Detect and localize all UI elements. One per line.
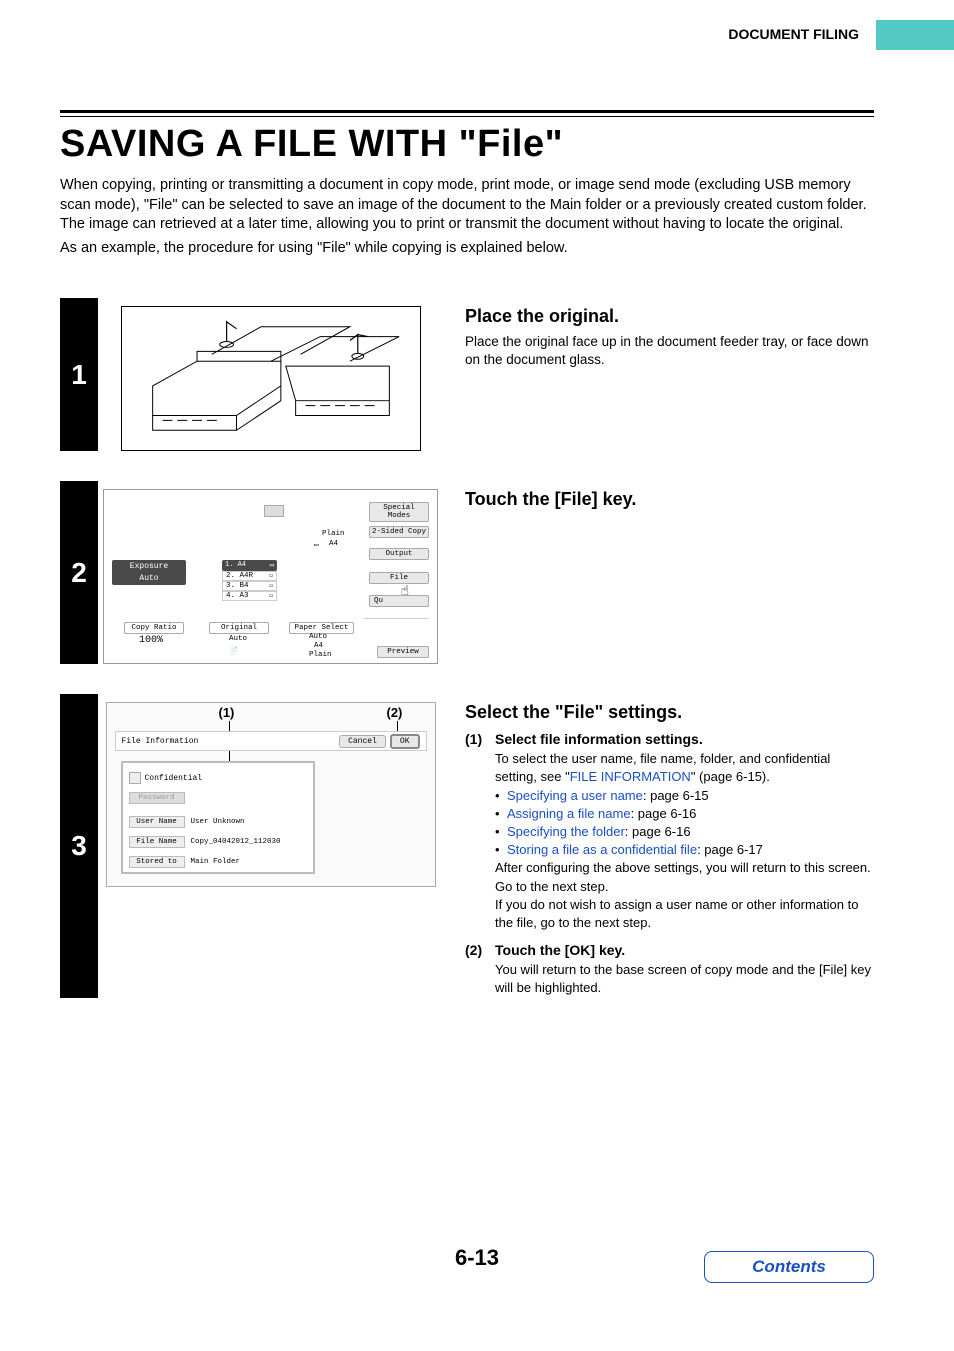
btn-preview[interactable]: Preview	[377, 646, 429, 658]
btn-2sided[interactable]: 2-Sided Copy	[369, 526, 429, 538]
fileinfo-username-lbl[interactable]: User Name	[129, 816, 185, 828]
contents-button[interactable]: Contents	[704, 1251, 874, 1283]
step-number-1: 1	[60, 298, 98, 451]
header-section: DOCUMENT FILING	[728, 26, 859, 42]
sub1-after2: If you do not wish to assign a user name…	[495, 896, 874, 932]
panel-auto: Auto	[112, 574, 186, 583]
link-folder[interactable]: Specifying the folder	[507, 824, 625, 839]
panel-exposure: Exposure	[112, 562, 186, 571]
b4-rest: : page 6-17	[697, 842, 763, 857]
panel-ratio-val: 100%	[139, 635, 163, 646]
b1-rest: : page 6-15	[643, 788, 709, 803]
sub2-heading: Touch the [OK] key.	[495, 942, 625, 958]
sub1-after1: After configuring the above settings, yo…	[495, 859, 874, 895]
fileinfo-password: Password	[129, 792, 185, 804]
fileinfo-filename-lbl[interactable]: File Name	[129, 836, 185, 848]
tray1: 1. A4	[225, 561, 246, 570]
tray2: 2. A4R	[226, 572, 253, 580]
panel-plain: Plain	[322, 530, 345, 538]
header-accent	[876, 20, 954, 50]
link-confidential[interactable]: Storing a file as a confidential file	[507, 842, 697, 857]
file-info-screenshot: (1) (2) File Information Cancel OK	[106, 702, 436, 887]
btn-file[interactable]: File	[369, 572, 429, 584]
link-filename[interactable]: Assigning a file name	[507, 806, 631, 821]
btn-quick[interactable]: Qu	[369, 595, 429, 607]
pointer-hand-icon: ☝	[401, 583, 409, 600]
link-fileinfo[interactable]: FILE INFORMATION	[570, 769, 691, 784]
tray4: 4. A3	[226, 592, 249, 600]
step1-title: Place the original.	[465, 306, 874, 327]
sub2-num: (2)	[465, 942, 495, 958]
copy-panel-screenshot: Exposure Auto Copy Ratio 100% Original A…	[103, 489, 438, 664]
step-number-2: 2	[60, 481, 98, 664]
scanner-illustration	[121, 306, 421, 451]
panel-copy-ratio: Copy Ratio	[131, 624, 176, 632]
step2-title: Touch the [File] key.	[465, 489, 874, 510]
intro-paragraph-1: When copying, printing or transmitting a…	[60, 176, 874, 235]
callout-2: (2)	[387, 705, 403, 720]
tray3: 3. B4	[226, 582, 249, 590]
sub1-heading: Select file information settings.	[495, 731, 703, 747]
btn-ok[interactable]: OK	[390, 734, 420, 749]
callout-1: (1)	[219, 705, 235, 720]
fileinfo-username-val: User Unknown	[185, 818, 245, 826]
link-user[interactable]: Specifying a user name	[507, 788, 643, 803]
fileinfo-storedto-val: Main Folder	[185, 858, 241, 866]
sub1-num: (1)	[465, 731, 495, 747]
b3-rest: : page 6-16	[625, 824, 691, 839]
step3-title: Select the "File" settings.	[465, 702, 874, 723]
panel-ps-a4: A4	[314, 642, 323, 650]
panel-original: Original	[221, 624, 257, 632]
fileinfo-header: File Information	[122, 737, 336, 746]
b2-rest: : page 6-16	[631, 806, 697, 821]
panel-ps-plain: Plain	[309, 651, 332, 659]
fileinfo-storedto-lbl[interactable]: Stored to	[129, 856, 185, 868]
panel-ps-auto: Auto	[309, 633, 327, 641]
fileinfo-filename-val: Copy_04042012_112030	[185, 838, 281, 846]
sub2-body: You will return to the base screen of co…	[495, 961, 874, 997]
btn-special-modes[interactable]: Special Modes	[369, 502, 429, 522]
panel-a4: A4	[329, 540, 338, 548]
btn-cancel[interactable]: Cancel	[339, 735, 386, 748]
step-number-3: 3	[60, 694, 98, 997]
panel-paper-select: Paper Select	[294, 624, 348, 632]
panel-original-val: Auto	[229, 635, 247, 643]
title-rule	[60, 110, 874, 117]
page-title: SAVING A FILE WITH "File"	[60, 123, 874, 166]
intro-paragraph-2: As an example, the procedure for using "…	[60, 239, 874, 259]
sub1-lead2: " (page 6-15).	[691, 769, 770, 784]
step1-desc: Place the original face up in the docume…	[465, 333, 874, 369]
fileinfo-confidential[interactable]: Confidential	[145, 774, 203, 783]
btn-output[interactable]: Output	[369, 548, 429, 560]
